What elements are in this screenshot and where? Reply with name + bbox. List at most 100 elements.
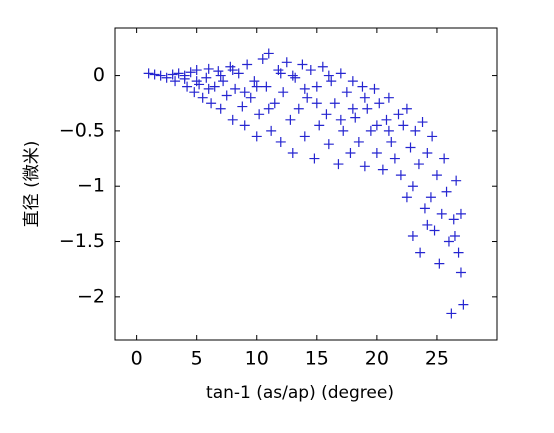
point bbox=[251, 81, 262, 92]
point bbox=[305, 65, 316, 76]
point bbox=[407, 231, 418, 241]
point bbox=[299, 131, 310, 142]
point bbox=[206, 98, 217, 109]
x-tick-label: 15 bbox=[305, 348, 329, 370]
point bbox=[213, 66, 224, 77]
point bbox=[419, 203, 430, 214]
point bbox=[161, 72, 172, 83]
point bbox=[405, 142, 416, 153]
x-tick-label: 20 bbox=[365, 348, 389, 370]
point bbox=[299, 83, 310, 94]
y-tick-label: −2 bbox=[77, 285, 105, 307]
point bbox=[410, 125, 421, 136]
point bbox=[365, 125, 376, 136]
point bbox=[233, 68, 244, 79]
point bbox=[281, 57, 292, 68]
point bbox=[347, 76, 358, 87]
x-axis-label: tan-1 (as/ap) (degree) bbox=[206, 383, 394, 403]
x-tick-label: 5 bbox=[191, 348, 203, 370]
point bbox=[317, 61, 328, 72]
point bbox=[179, 70, 190, 81]
point bbox=[251, 131, 262, 142]
point bbox=[371, 148, 382, 159]
point bbox=[239, 120, 250, 131]
point bbox=[441, 186, 452, 197]
point bbox=[182, 81, 193, 92]
point bbox=[377, 164, 388, 175]
point bbox=[285, 114, 296, 125]
point bbox=[383, 125, 394, 136]
point bbox=[422, 219, 433, 230]
point bbox=[415, 247, 426, 258]
point bbox=[449, 231, 460, 241]
point bbox=[173, 68, 184, 79]
point bbox=[329, 98, 340, 109]
point bbox=[311, 98, 322, 109]
point bbox=[242, 59, 253, 70]
point bbox=[261, 81, 272, 92]
point bbox=[309, 153, 320, 164]
point bbox=[357, 81, 368, 92]
point bbox=[443, 236, 454, 247]
point bbox=[215, 103, 226, 114]
point bbox=[338, 125, 349, 136]
point bbox=[263, 48, 274, 59]
point bbox=[297, 59, 308, 70]
point bbox=[203, 63, 214, 74]
point bbox=[143, 68, 154, 79]
point bbox=[389, 153, 400, 164]
point bbox=[429, 225, 440, 236]
point bbox=[398, 120, 409, 131]
x-tick-label: 0 bbox=[131, 348, 143, 370]
point bbox=[191, 65, 202, 76]
point bbox=[209, 81, 220, 92]
point bbox=[458, 299, 469, 310]
point bbox=[302, 92, 313, 103]
point bbox=[359, 92, 370, 103]
point bbox=[189, 87, 200, 98]
point bbox=[215, 70, 226, 81]
point bbox=[439, 153, 450, 164]
point bbox=[227, 114, 238, 125]
point bbox=[401, 192, 412, 203]
point bbox=[254, 109, 265, 120]
point bbox=[359, 161, 370, 172]
point bbox=[455, 208, 466, 219]
point bbox=[434, 258, 445, 269]
point bbox=[293, 103, 304, 114]
point bbox=[362, 103, 373, 114]
point bbox=[203, 83, 214, 94]
point bbox=[453, 247, 464, 258]
point bbox=[446, 308, 457, 319]
point bbox=[422, 148, 433, 159]
point bbox=[335, 68, 346, 79]
point bbox=[227, 65, 238, 76]
point bbox=[386, 136, 397, 147]
point bbox=[237, 101, 248, 112]
point bbox=[451, 175, 462, 186]
point bbox=[266, 125, 277, 136]
point bbox=[341, 87, 352, 98]
point bbox=[245, 92, 256, 103]
y-tick-label: 0 bbox=[93, 64, 105, 86]
point bbox=[401, 103, 412, 114]
point bbox=[185, 67, 196, 78]
point bbox=[218, 76, 229, 87]
point bbox=[167, 69, 178, 80]
point bbox=[275, 136, 286, 147]
point bbox=[311, 81, 322, 92]
point bbox=[427, 131, 438, 142]
point bbox=[197, 92, 208, 103]
point bbox=[239, 87, 250, 98]
point bbox=[335, 114, 346, 125]
point bbox=[287, 148, 298, 159]
point bbox=[347, 103, 358, 114]
point bbox=[448, 214, 459, 225]
point bbox=[455, 267, 466, 278]
point bbox=[269, 98, 280, 109]
point bbox=[374, 98, 385, 109]
point bbox=[323, 139, 334, 150]
point bbox=[383, 92, 394, 103]
point bbox=[155, 70, 166, 81]
